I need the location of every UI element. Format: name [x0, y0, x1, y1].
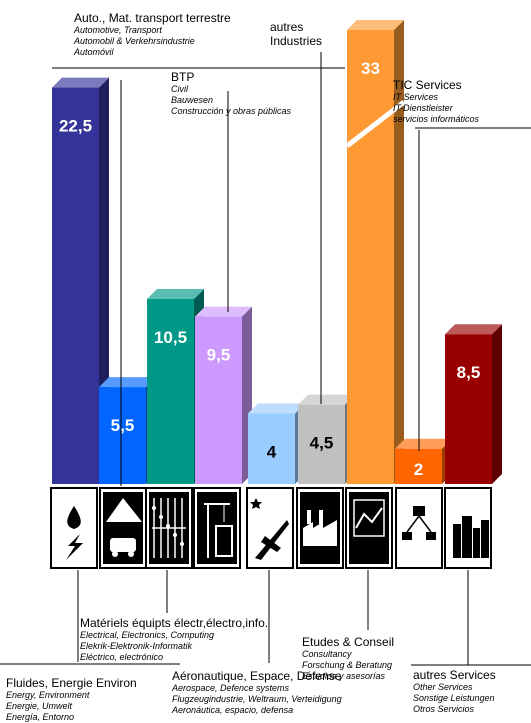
category-subtitle: Eléctrico, electrónico	[80, 652, 164, 662]
category-subtitle: Civil	[171, 84, 188, 94]
category-subtitle: Aeronáutica, espacio, defensa	[172, 705, 294, 715]
category-label: autres Industries	[270, 20, 340, 48]
category-label: BTP Civil Bauwesen Construcción y obras púb…	[171, 70, 291, 117]
category-label: Etudes & Conseil Consultancy Forschung & B…	[302, 635, 394, 682]
airplane-icon	[246, 487, 294, 569]
bar-value-label: 10,5	[154, 328, 187, 347]
category-subtitle: Electrical, Electronics, Computing	[80, 630, 215, 640]
car-train-icon	[99, 487, 147, 569]
category-title: Auto., Mat. transport terrestre	[74, 11, 231, 25]
leader-lines	[0, 52, 531, 666]
bar-top	[347, 20, 404, 30]
bar-top	[99, 377, 156, 388]
category-subtitle: Aerospace, Defence systems	[172, 683, 290, 693]
category-title: Fluides, Energie Environ	[6, 676, 137, 690]
category-subtitle: Energie, Umwelt	[6, 701, 73, 711]
bar-front	[347, 30, 394, 484]
city-buildings-icon	[444, 487, 492, 569]
bar-front	[195, 316, 242, 484]
factory-icon	[296, 487, 344, 569]
bar-top	[395, 438, 452, 449]
bar-value-label: 8,5	[457, 363, 481, 382]
bar-4: 4	[248, 403, 305, 484]
category-icon-row	[50, 487, 492, 569]
bar-value-label: 2	[414, 460, 423, 479]
category-label: Aéronautique, Espace, Défense Aerospace, …	[172, 669, 342, 716]
bar-front	[52, 87, 99, 485]
category-label: Fluides, Energie Environ Energy, Environm…	[6, 676, 137, 723]
category-title: BTP	[171, 70, 195, 84]
bar-top	[52, 77, 109, 88]
category-subtitle: Bauwesen	[171, 95, 214, 105]
category-label: Auto., Mat. transport terrestre Automotiv…	[74, 11, 231, 58]
bar-front	[147, 299, 194, 484]
category-subtitle: Sonstige Leistungen	[413, 693, 495, 703]
axis-break-mark	[345, 100, 406, 148]
category-subtitle: Estudios y asesorías	[302, 671, 386, 681]
category-subtitle: Consultancy	[302, 649, 352, 659]
bar-value-label: 33	[361, 59, 380, 78]
category-title: autres Services	[413, 668, 496, 682]
bar-top	[298, 394, 355, 405]
bar-side	[492, 324, 502, 484]
category-subtitle: Energía, Entorno	[6, 712, 75, 722]
category-subtitle: servicios informáticos	[393, 114, 480, 124]
bar-5-5: 5,5	[99, 377, 156, 484]
bar-22-5: 22,5	[52, 77, 109, 485]
bar-value-label: 9,5	[207, 346, 231, 365]
bar-top	[147, 289, 204, 299]
bar-33: 33	[345, 20, 406, 484]
category-subtitle: Automóvil	[74, 47, 114, 57]
category-title: Etudes & Conseil	[302, 635, 395, 649]
bar-top	[445, 324, 502, 335]
crane-building-icon	[193, 487, 241, 569]
category-subtitle: Energy, Environment	[6, 690, 90, 700]
circuit-board-icon	[145, 487, 193, 569]
category-label: Matériels équipts électr,électro,info. El…	[80, 616, 268, 663]
energy-drop-bolt-icon	[50, 487, 98, 569]
bar-value-label: 4	[267, 443, 277, 462]
category-title: Matériels équipts électr,électro,info.	[80, 616, 269, 630]
bar-4-5: 4,5	[298, 394, 355, 484]
bar-front	[99, 387, 146, 484]
bar-front	[445, 334, 492, 484]
category-title: autres Industries	[270, 20, 323, 48]
category-subtitle: Other Services	[413, 682, 473, 692]
bar-front	[298, 404, 345, 484]
category-subtitle: Otros Servicios	[413, 704, 475, 714]
category-subtitle: Automotive, Transport	[74, 25, 162, 35]
bar-8-5: 8,5	[445, 324, 502, 484]
category-title: Aéronautique, Espace, Défense	[172, 669, 342, 683]
category-label: TIC Services IT Services IT-Dienstleister s…	[393, 78, 479, 125]
bar-front	[248, 413, 295, 484]
bar-9-5: 9,5	[195, 306, 252, 484]
category-title: TIC Services	[393, 78, 462, 92]
category-subtitle: IT-Dienstleister	[393, 103, 453, 113]
category-subtitle: Forschung & Beratung	[302, 660, 393, 670]
bar-top	[195, 306, 252, 317]
bar-2: 2	[395, 438, 452, 484]
category-subtitle: Automobil & Verkehrsindustrie	[74, 36, 195, 46]
category-label: autres Services Other Services Sonstige Le…	[413, 668, 496, 715]
line-graph-icon	[345, 487, 393, 569]
category-subtitle: IT Services	[393, 92, 439, 102]
bar-front	[395, 448, 442, 484]
category-subtitle: Elekrik-Elektronik-Informatik	[80, 641, 193, 651]
bar-value-label: 4,5	[310, 434, 334, 453]
category-subtitle: Construcción y obras públicas	[171, 106, 292, 116]
computer-network-icon	[395, 487, 443, 569]
bar-top	[248, 403, 305, 414]
bar-value-label: 5,5	[111, 416, 135, 435]
bar-side	[394, 20, 404, 484]
bar-value-label: 22,5	[59, 117, 92, 136]
category-subtitle: Flugzeugindustrie, Weltraum, Verteidigun…	[172, 694, 342, 704]
